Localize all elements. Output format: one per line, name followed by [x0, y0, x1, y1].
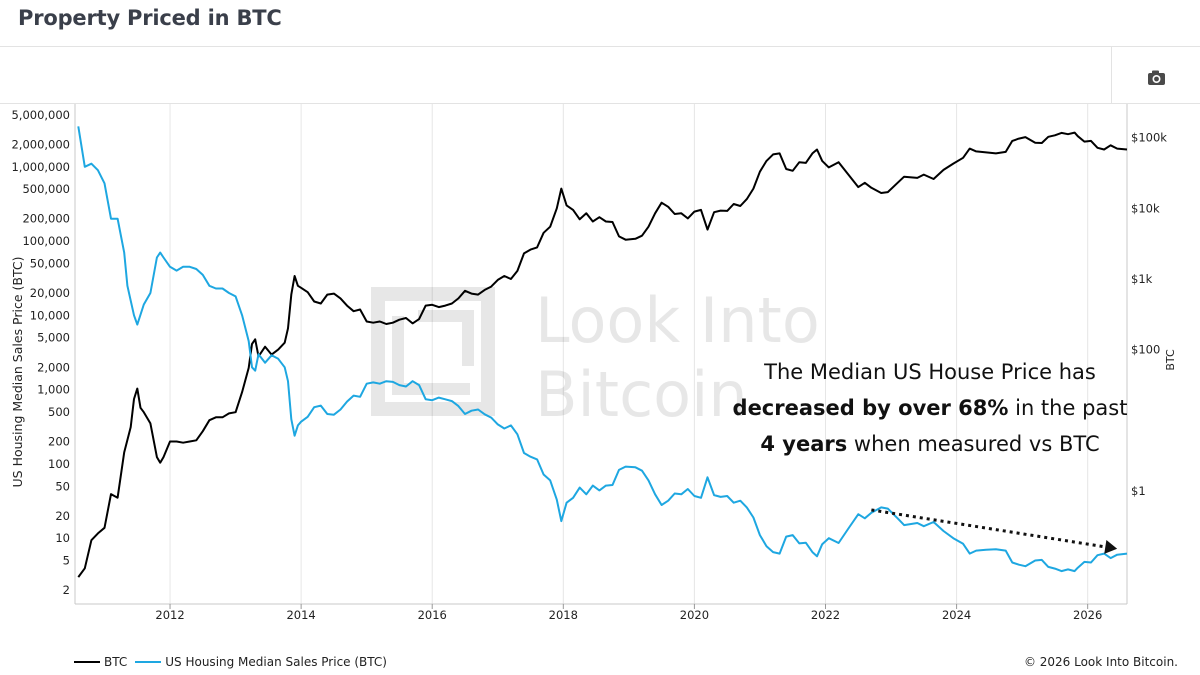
annotation-line-1: The Median US House Price has: [764, 360, 1096, 384]
right-tick-label: $100: [1131, 343, 1160, 357]
left-tick-label: 20,000: [30, 286, 70, 300]
left-tick-label: 2: [63, 583, 70, 597]
trend-arrow-line: [871, 508, 1106, 549]
annotation-text-2: in the past: [1008, 396, 1128, 420]
left-tick-label: 2,000: [37, 360, 70, 374]
watermark-logo: Look Into Bitcoin: [371, 284, 820, 431]
annotation-line-2: decreased by over 68% in the past: [690, 390, 1170, 426]
grid-lines: [169, 104, 1089, 604]
left-tick-label: 10: [55, 531, 70, 545]
left-tick-label: 5,000,000: [11, 108, 70, 122]
left-tick-label: 10,000: [30, 308, 70, 322]
annotation-bold-1: decreased by over 68%: [732, 396, 1009, 420]
series-line-btc: [77, 131, 1128, 578]
left-tick-label: 500,000: [22, 182, 70, 196]
legend-label-housing: US Housing Median Sales Price (BTC): [165, 655, 387, 669]
left-tick-label: 20: [55, 509, 70, 523]
left-tick-label: 200: [48, 435, 70, 449]
left-axis-label: US Housing Median Sales Price (BTC): [10, 257, 25, 488]
toolbar-divider: [1111, 47, 1112, 103]
annotation-text-3: when measured vs BTC: [847, 432, 1100, 456]
x-tick-label: 2018: [549, 608, 578, 622]
left-tick-label: 1,000,000: [11, 160, 70, 174]
x-tick-label: 2026: [1073, 608, 1102, 622]
legend-swatch-btc: [74, 661, 100, 663]
left-axis-ticks: 5,000,000 2,000,000 1,000,000 500,000 200,00…: [11, 108, 70, 597]
series-lines: [77, 126, 1128, 578]
chart-annotation: The Median US House Price has decreased …: [690, 354, 1170, 462]
right-axis-ticks: $100k $10k $1k $100 $1: [1131, 131, 1167, 498]
x-tick-label: 2024: [942, 608, 971, 622]
left-tick-label: 100: [48, 457, 70, 471]
left-tick-label: 2,000,000: [11, 137, 70, 151]
x-tick-label: 2014: [286, 608, 315, 622]
page-title: Property Priced in BTC: [18, 6, 282, 30]
x-axis-ticks: 2012 2014 2016 2018 2020 2022 2024 2026: [155, 604, 1102, 622]
annotation-bold-2: 4 years: [760, 432, 848, 456]
x-tick-label: 2020: [680, 608, 709, 622]
left-tick-label: 5,000: [37, 331, 70, 345]
right-tick-label: $1k: [1131, 272, 1153, 286]
left-tick-label: 500: [48, 405, 70, 419]
legend-label-btc: BTC: [104, 655, 128, 669]
x-tick-label: 2012: [155, 608, 184, 622]
watermark-text-2: Bitcoin: [535, 358, 748, 431]
right-tick-label: $100k: [1131, 131, 1167, 145]
left-tick-label: 100,000: [22, 234, 70, 248]
left-tick-label: 50,000: [30, 256, 70, 270]
header-bar: Property Priced in BTC: [0, 0, 1200, 47]
left-tick-label: 1,000: [37, 383, 70, 397]
legend-item-btc[interactable]: BTC: [74, 655, 127, 669]
chart-area: Look Into Bitcoin 5,000,000 2,000,000 1,00…: [10, 104, 1177, 622]
left-tick-label: 50: [55, 479, 70, 493]
left-tick-label: 200,000: [22, 212, 70, 226]
annotation-line-3: 4 years when measured vs BTC: [690, 426, 1170, 462]
legend-swatch-housing: [135, 661, 162, 663]
x-tick-label: 2016: [418, 608, 447, 622]
chart-toolbar: [0, 47, 1200, 104]
camera-icon[interactable]: [1140, 66, 1172, 90]
watermark-text-1: Look Into: [535, 284, 820, 357]
right-tick-label: $1: [1131, 484, 1146, 498]
copyright-text: © 2026 Look Into Bitcoin.: [1023, 655, 1178, 669]
legend-item-housing[interactable]: US Housing Median Sales Price (BTC): [135, 655, 387, 669]
trend-arrow: [871, 508, 1118, 554]
series-line-housing: [77, 126, 1128, 573]
x-tick-label: 2022: [811, 608, 840, 622]
legend: BTC US Housing Median Sales Price (BTC): [74, 655, 395, 669]
left-tick-label: 5: [63, 554, 70, 568]
right-axis-label: BTC: [1164, 349, 1177, 371]
trend-arrow-head: [1104, 539, 1118, 554]
right-tick-label: $10k: [1131, 201, 1160, 215]
